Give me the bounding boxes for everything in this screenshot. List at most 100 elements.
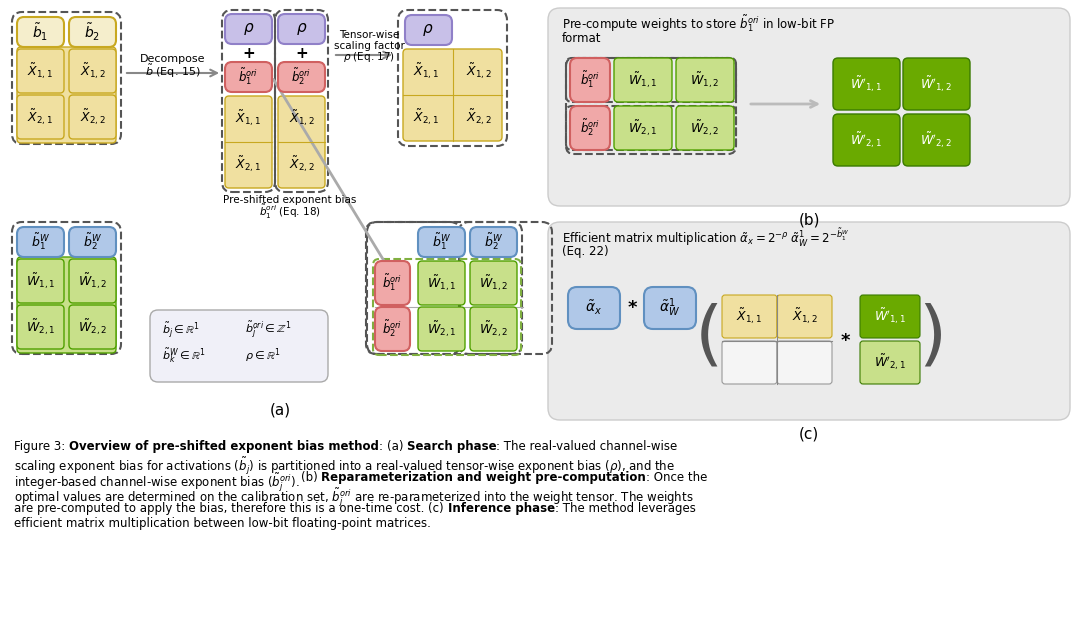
FancyBboxPatch shape bbox=[17, 49, 64, 93]
FancyBboxPatch shape bbox=[69, 49, 116, 93]
Text: (: ( bbox=[694, 303, 724, 372]
Text: $\tilde{W}_{2,2}$: $\tilde{W}_{2,2}$ bbox=[478, 319, 508, 339]
FancyBboxPatch shape bbox=[568, 287, 620, 329]
Text: $\tilde{W}_{1,1}$: $\tilde{W}_{1,1}$ bbox=[26, 271, 55, 291]
Text: $\tilde{W}_{1,2}$: $\tilde{W}_{1,2}$ bbox=[78, 271, 107, 291]
Text: Tensor-wise: Tensor-wise bbox=[339, 30, 400, 40]
Text: $\tilde{X}_{2,2}$: $\tilde{X}_{2,2}$ bbox=[465, 107, 491, 127]
FancyBboxPatch shape bbox=[17, 17, 64, 47]
FancyBboxPatch shape bbox=[225, 62, 272, 92]
Text: (Eq. 22): (Eq. 22) bbox=[562, 245, 609, 259]
FancyBboxPatch shape bbox=[405, 15, 453, 45]
Text: $\tilde{W}_{2,1}$: $\tilde{W}_{2,1}$ bbox=[629, 118, 658, 138]
Text: Inference phase: Inference phase bbox=[447, 502, 555, 515]
FancyBboxPatch shape bbox=[644, 287, 696, 329]
Text: *: * bbox=[840, 332, 850, 350]
Text: integer-based channel-wise exponent bias ($\tilde{b}_j^{ori}$).: integer-based channel-wise exponent bias… bbox=[14, 471, 301, 494]
FancyBboxPatch shape bbox=[375, 261, 410, 305]
Text: $\tilde{W}'_{1,1}$: $\tilde{W}'_{1,1}$ bbox=[850, 74, 882, 94]
FancyBboxPatch shape bbox=[17, 47, 116, 143]
Text: Decompose: Decompose bbox=[140, 54, 206, 64]
Text: optimal values are determined on the calibration set, $\tilde{b}_j^{ori}$ are re: optimal values are determined on the cal… bbox=[14, 486, 693, 509]
Text: (c): (c) bbox=[799, 426, 819, 442]
FancyBboxPatch shape bbox=[470, 227, 517, 257]
FancyBboxPatch shape bbox=[225, 14, 272, 44]
Text: : The method leverages: : The method leverages bbox=[555, 502, 696, 515]
Text: $\tilde{W}_{1,1}$: $\tilde{W}_{1,1}$ bbox=[427, 273, 456, 293]
Text: $\tilde{b}_j \in \mathbb{R}^1$: $\tilde{b}_j \in \mathbb{R}^1$ bbox=[162, 320, 200, 340]
Text: $\tilde{b}_1^{ori}$: $\tilde{b}_1^{ori}$ bbox=[382, 272, 403, 293]
Text: $\tilde{b}_1$: $\tilde{b}_1$ bbox=[32, 21, 49, 43]
Text: $\tilde{W}'_{2,2}$: $\tilde{W}'_{2,2}$ bbox=[920, 130, 953, 150]
FancyBboxPatch shape bbox=[17, 257, 116, 353]
FancyBboxPatch shape bbox=[278, 14, 325, 44]
Text: Reparameterization and weight pre-computation: Reparameterization and weight pre-comput… bbox=[322, 471, 646, 484]
Text: $\tilde{X}_{2,2}$: $\tilde{X}_{2,2}$ bbox=[288, 154, 314, 174]
Text: (c): (c) bbox=[428, 502, 447, 515]
Text: (b): (b) bbox=[798, 213, 820, 228]
Text: Figure 3:: Figure 3: bbox=[14, 440, 69, 453]
FancyBboxPatch shape bbox=[903, 58, 970, 110]
Text: $\rho$ (Eq. 17): $\rho$ (Eq. 17) bbox=[343, 50, 395, 64]
FancyBboxPatch shape bbox=[418, 227, 465, 257]
Text: $\tilde{b}_1^W$: $\tilde{b}_1^W$ bbox=[31, 231, 50, 252]
Text: $\tilde{W}_{2,2}$: $\tilde{W}_{2,2}$ bbox=[78, 317, 107, 337]
FancyBboxPatch shape bbox=[833, 58, 900, 110]
FancyBboxPatch shape bbox=[548, 8, 1070, 206]
Text: ): ) bbox=[918, 303, 946, 372]
FancyBboxPatch shape bbox=[723, 341, 777, 384]
Text: Pre-shifted exponent bias: Pre-shifted exponent bias bbox=[224, 195, 356, 205]
Text: $\rho$: $\rho$ bbox=[422, 22, 434, 38]
Text: $\tilde{b}_2^W$: $\tilde{b}_2^W$ bbox=[83, 231, 102, 252]
Text: are pre-computed to apply the bias, therefore this is a one-time cost.: are pre-computed to apply the bias, ther… bbox=[14, 502, 428, 515]
Text: $\tilde{b}_2^W$: $\tilde{b}_2^W$ bbox=[484, 231, 503, 252]
FancyBboxPatch shape bbox=[470, 261, 517, 305]
Text: $\tilde{b}_k^W \in \mathbb{R}^1$: $\tilde{b}_k^W \in \mathbb{R}^1$ bbox=[162, 347, 205, 365]
Text: $\tilde{X}_{2,1}$: $\tilde{X}_{2,1}$ bbox=[414, 107, 440, 127]
FancyBboxPatch shape bbox=[777, 341, 832, 384]
Text: (b): (b) bbox=[301, 471, 322, 484]
Text: $\tilde{W}_{1,2}$: $\tilde{W}_{1,2}$ bbox=[478, 273, 508, 293]
Text: $\tilde{X}_{1,1}$: $\tilde{X}_{1,1}$ bbox=[27, 61, 54, 81]
FancyBboxPatch shape bbox=[403, 49, 502, 141]
FancyBboxPatch shape bbox=[17, 305, 64, 349]
Text: $\tilde{W}_{1,1}$: $\tilde{W}_{1,1}$ bbox=[629, 70, 658, 90]
Text: $\tilde{b}_2$: $\tilde{b}_2$ bbox=[84, 21, 100, 43]
FancyBboxPatch shape bbox=[69, 259, 116, 303]
Text: $\rho$: $\rho$ bbox=[296, 21, 307, 37]
Text: $\tilde{W}_{2,2}$: $\tilde{W}_{2,2}$ bbox=[690, 118, 719, 138]
Text: *: * bbox=[627, 299, 637, 317]
FancyBboxPatch shape bbox=[723, 295, 777, 338]
FancyBboxPatch shape bbox=[676, 106, 734, 150]
Text: $\tilde{b}_2^{ori}$: $\tilde{b}_2^{ori}$ bbox=[382, 318, 403, 340]
Text: $\tilde{b}_1^W$: $\tilde{b}_1^W$ bbox=[432, 231, 451, 252]
FancyBboxPatch shape bbox=[903, 114, 970, 166]
Text: Pre-compute weights to store $\tilde{b}_1^{ori}$ in low-bit FP: Pre-compute weights to store $\tilde{b}_… bbox=[562, 14, 835, 35]
Text: $\rho$: $\rho$ bbox=[243, 21, 254, 37]
Text: $\tilde{b}$ (Eq. 15): $\tilde{b}$ (Eq. 15) bbox=[145, 62, 201, 79]
FancyBboxPatch shape bbox=[17, 227, 64, 257]
Text: Efficient matrix multiplication $\tilde{\alpha}_x = 2^{-\rho}$ $\tilde{\alpha}_W: Efficient matrix multiplication $\tilde{… bbox=[562, 227, 849, 249]
Text: $\tilde{X}_{1,2}$: $\tilde{X}_{1,2}$ bbox=[288, 108, 314, 128]
FancyBboxPatch shape bbox=[69, 305, 116, 349]
FancyBboxPatch shape bbox=[69, 227, 116, 257]
Text: $\tilde{W}'_{2,1}$: $\tilde{W}'_{2,1}$ bbox=[874, 353, 906, 372]
FancyBboxPatch shape bbox=[860, 341, 920, 384]
Text: efficient matrix multiplication between low-bit floating-point matrices.: efficient matrix multiplication between … bbox=[14, 518, 431, 530]
Text: (a): (a) bbox=[269, 403, 291, 418]
FancyBboxPatch shape bbox=[777, 295, 832, 338]
Text: $\tilde{W}_{1,2}$: $\tilde{W}_{1,2}$ bbox=[690, 70, 719, 90]
Text: $\tilde{X}_{2,1}$: $\tilde{X}_{2,1}$ bbox=[27, 107, 54, 127]
FancyBboxPatch shape bbox=[470, 307, 517, 351]
Text: $\tilde{X}_{2,1}$: $\tilde{X}_{2,1}$ bbox=[235, 154, 261, 174]
FancyBboxPatch shape bbox=[225, 96, 272, 188]
Text: $\rho \in \mathbb{R}^1$: $\rho \in \mathbb{R}^1$ bbox=[245, 347, 281, 365]
FancyBboxPatch shape bbox=[548, 222, 1070, 420]
FancyBboxPatch shape bbox=[860, 295, 920, 338]
Text: $\tilde{X}_{1,2}$: $\tilde{X}_{1,2}$ bbox=[80, 61, 106, 81]
Text: $\tilde{W}_{2,1}$: $\tilde{W}_{2,1}$ bbox=[427, 319, 456, 339]
Text: format: format bbox=[562, 31, 602, 45]
FancyBboxPatch shape bbox=[418, 307, 465, 351]
Text: scaling exponent bias for activations ($\tilde{b}_j$) is partitioned into a real: scaling exponent bias for activations ($… bbox=[14, 455, 675, 477]
Text: $\tilde{b}_j^{ori} \in \mathbb{Z}^1$: $\tilde{b}_j^{ori} \in \mathbb{Z}^1$ bbox=[245, 320, 292, 340]
